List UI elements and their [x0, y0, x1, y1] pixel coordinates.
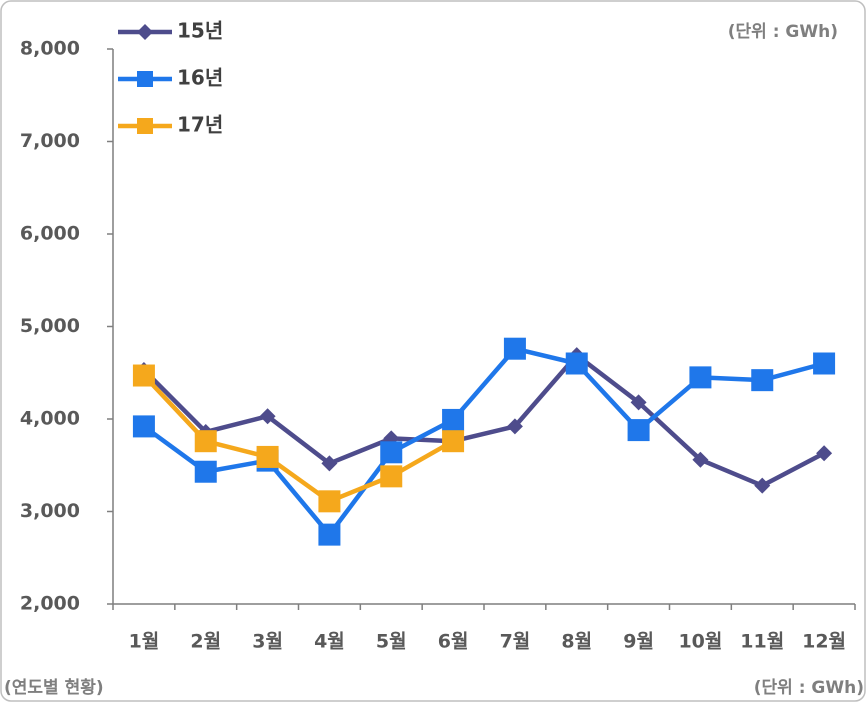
marker — [132, 415, 155, 438]
marker — [442, 408, 465, 431]
marker — [565, 352, 588, 375]
marker — [692, 451, 709, 468]
legend-label: 17년 — [177, 113, 223, 137]
marker — [630, 394, 647, 411]
unit-note: (단위 : GWh) — [728, 22, 838, 42]
x-tick-label: 6월 — [438, 631, 469, 653]
x-tick-label: 1월 — [129, 631, 160, 653]
marker — [318, 490, 341, 513]
marker — [380, 465, 403, 488]
x-tick-label: 9월 — [623, 631, 654, 653]
marker — [754, 477, 771, 494]
marker — [503, 337, 526, 360]
marker — [194, 460, 217, 483]
x-tick-label: 8월 — [561, 631, 592, 653]
y-tick-label: 6,000 — [20, 223, 80, 245]
marker — [689, 366, 712, 389]
marker — [380, 441, 403, 464]
y-tick-label: 2,000 — [20, 593, 80, 615]
legend-marker — [137, 118, 153, 134]
marker — [627, 419, 650, 442]
y-tick-label: 5,000 — [20, 315, 80, 337]
x-tick-label: 4월 — [314, 631, 345, 653]
x-tick-label: 12월 — [802, 631, 846, 653]
marker — [194, 430, 217, 453]
x-tick-label: 10월 — [678, 631, 722, 653]
x-tick-label: 2월 — [190, 631, 221, 653]
x-tick-label: 3월 — [252, 631, 283, 653]
marker — [137, 24, 153, 40]
marker — [321, 455, 338, 472]
footer-right: (단위 : GWh) — [754, 678, 864, 698]
marker — [318, 523, 341, 546]
marker — [813, 352, 836, 375]
x-tick-label: 5월 — [376, 631, 407, 653]
marker — [132, 364, 155, 387]
footer-left: (연도별 현황) — [4, 678, 104, 698]
series-line — [142, 352, 826, 488]
marker — [256, 445, 279, 468]
marker — [442, 430, 465, 453]
marker — [259, 408, 276, 425]
y-tick-label: 4,000 — [20, 408, 80, 430]
marker — [506, 418, 523, 435]
legend-label: 15년 — [177, 19, 223, 43]
y-tick-label: 8,000 — [20, 38, 80, 60]
legend-label: 16년 — [177, 66, 223, 90]
y-tick-label: 3,000 — [20, 500, 80, 522]
marker — [816, 445, 833, 462]
y-tick-label: 7,000 — [20, 130, 80, 152]
legend-marker — [137, 71, 153, 87]
x-tick-label: 11월 — [740, 631, 784, 653]
marker — [751, 369, 774, 392]
x-tick-label: 7월 — [500, 631, 531, 653]
